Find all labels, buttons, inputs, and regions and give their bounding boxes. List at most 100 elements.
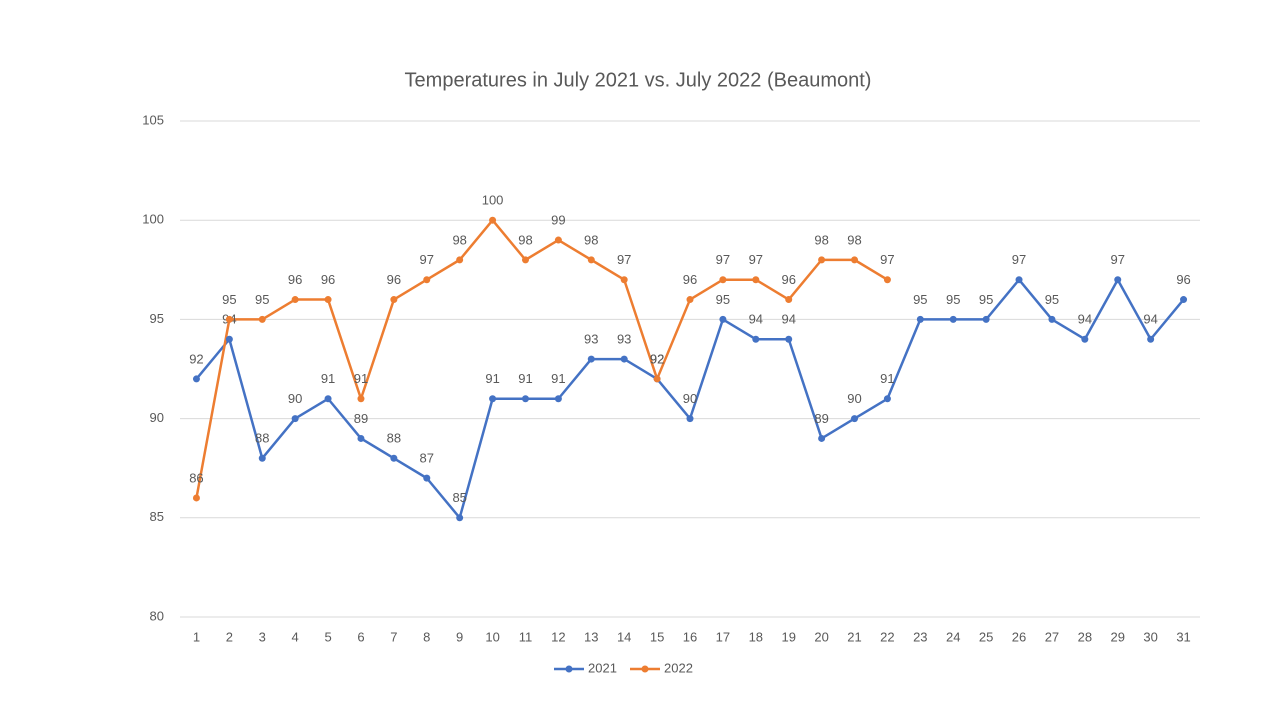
data-point (357, 434, 365, 442)
data-point (949, 315, 957, 323)
data-label: 95 (255, 292, 269, 307)
data-label: 94 (1143, 312, 1157, 327)
data-point (1015, 276, 1023, 284)
data-label: 89 (354, 411, 368, 426)
data-point (456, 514, 464, 522)
x-tick-label: 18 (749, 629, 763, 644)
data-point (521, 395, 529, 403)
data-label: 98 (584, 232, 598, 247)
data-point (653, 375, 661, 383)
data-point (686, 296, 694, 304)
data-label: 95 (979, 292, 993, 307)
data-point (225, 315, 233, 323)
data-point (916, 315, 924, 323)
data-label: 94 (749, 312, 763, 327)
x-tick-label: 11 (519, 629, 533, 644)
x-tick-label: 19 (781, 629, 795, 644)
data-label: 90 (847, 391, 861, 406)
data-point (620, 276, 628, 284)
x-tick-label: 17 (716, 629, 730, 644)
x-tick-label: 15 (650, 629, 664, 644)
data-point (521, 256, 529, 264)
data-point (1081, 335, 1089, 343)
data-point (1048, 315, 1056, 323)
data-label: 100 (482, 193, 504, 208)
x-tick-label: 22 (880, 629, 894, 644)
data-label: 96 (683, 272, 697, 287)
data-label: 96 (288, 272, 302, 287)
data-label: 95 (1045, 292, 1059, 307)
data-label: 88 (387, 431, 401, 446)
data-label: 93 (617, 332, 631, 347)
data-point (1147, 335, 1155, 343)
data-label: 89 (814, 411, 828, 426)
data-label: 97 (880, 252, 894, 267)
data-label: 95 (222, 292, 236, 307)
x-tick-label: 31 (1176, 629, 1190, 644)
data-label: 91 (551, 371, 565, 386)
y-tick-label: 105 (142, 112, 164, 127)
data-point (258, 315, 266, 323)
x-tick-label: 3 (259, 629, 266, 644)
data-point (851, 256, 859, 264)
y-tick-label: 100 (142, 212, 164, 227)
x-tick-label: 10 (485, 629, 499, 644)
data-point (258, 454, 266, 462)
data-point (851, 415, 859, 423)
x-tick-label: 20 (814, 629, 828, 644)
y-tick-label: 95 (150, 311, 164, 326)
data-point (357, 395, 365, 403)
data-point (489, 216, 497, 224)
x-tick-label: 28 (1078, 629, 1092, 644)
data-label: 95 (913, 292, 927, 307)
data-point (291, 296, 299, 304)
data-label: 96 (1176, 272, 1190, 287)
data-label: 86 (189, 470, 203, 485)
data-label: 97 (1012, 252, 1026, 267)
data-point (620, 355, 628, 363)
data-point (456, 256, 464, 264)
x-tick-label: 16 (683, 629, 697, 644)
data-label: 92 (189, 351, 203, 366)
data-label: 96 (781, 272, 795, 287)
data-label: 91 (321, 371, 335, 386)
data-label: 91 (880, 371, 894, 386)
data-point (390, 454, 398, 462)
x-tick-label: 14 (617, 629, 631, 644)
data-label: 97 (617, 252, 631, 267)
data-point (1114, 276, 1122, 284)
y-tick-label: 90 (150, 410, 164, 425)
data-point (719, 315, 727, 323)
data-label: 93 (584, 332, 598, 347)
data-label: 92 (650, 351, 664, 366)
x-tick-label: 5 (324, 629, 331, 644)
x-tick-label: 2 (226, 629, 233, 644)
data-label: 91 (354, 371, 368, 386)
data-point (818, 434, 826, 442)
x-tick-label: 26 (1012, 629, 1026, 644)
data-point (818, 256, 826, 264)
data-label: 96 (321, 272, 335, 287)
y-tick-label: 80 (150, 608, 164, 623)
data-point (1180, 296, 1188, 304)
x-tick-label: 27 (1045, 629, 1059, 644)
data-label: 99 (551, 212, 565, 227)
data-label: 94 (781, 312, 795, 327)
data-label: 97 (420, 252, 434, 267)
data-label: 95 (946, 292, 960, 307)
data-point (390, 296, 398, 304)
chart-title: Temperatures in July 2021 vs. July 2022 … (405, 69, 872, 91)
data-label: 96 (387, 272, 401, 287)
data-point (883, 276, 891, 284)
series-line (195, 218, 889, 499)
data-point (785, 296, 793, 304)
data-label: 98 (518, 232, 532, 247)
legend-label: 2022 (664, 660, 693, 675)
data-label: 98 (452, 232, 466, 247)
data-point (423, 276, 431, 284)
data-label: 97 (1111, 252, 1125, 267)
data-point (752, 276, 760, 284)
data-point (719, 276, 727, 284)
data-label: 98 (847, 232, 861, 247)
